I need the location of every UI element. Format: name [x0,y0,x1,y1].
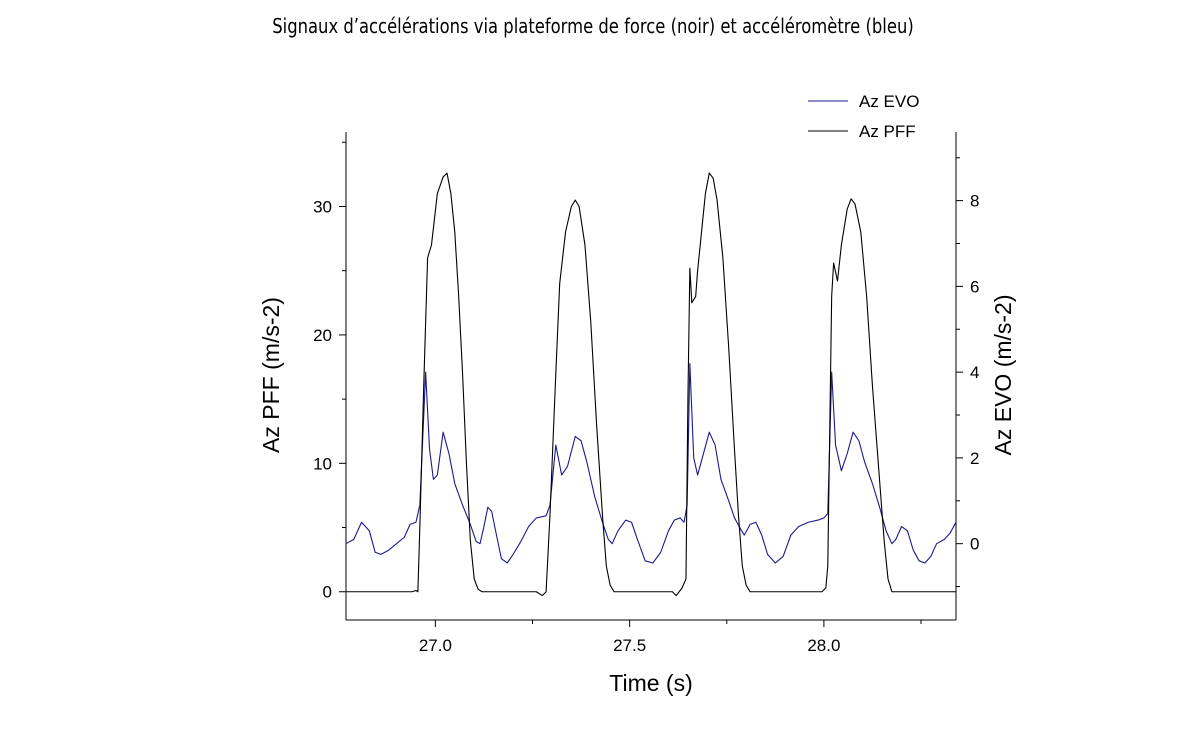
y-right-tick-label: 6 [970,277,979,296]
legend: Az EVO Az PFF [808,92,919,141]
y-left-tick-label: 20 [313,326,332,345]
x-axis-label: Time (s) [609,670,692,696]
y-axis-left-label: Az PFF (m/s-2) [258,297,284,453]
y-left-tick-label: 0 [323,583,332,602]
axes [345,132,957,621]
y-right-tick-label: 4 [970,363,979,382]
series-line-az-pff [346,172,956,597]
x-tick-label: 27.0 [419,636,452,655]
series-layer [345,172,957,597]
series-line-az-evo [345,363,957,564]
legend-label-az-pff: Az PFF [859,122,916,141]
y-axis-right-label: Az EVO (m/s-2) [990,294,1016,455]
ticks [339,141,963,627]
chart-title: Signaux d’accélérations via plateforme d… [272,14,914,38]
tick-labels: 27.0 27.5 28.0 0 10 20 30 0 2 4 6 8 [313,192,979,655]
x-tick-label: 28.0 [807,636,840,655]
y-left-tick-label: 10 [313,454,332,473]
y-right-tick-label: 0 [970,535,979,554]
y-left-tick-label: 30 [313,197,332,216]
x-tick-label: 27.5 [613,636,646,655]
y-right-tick-label: 8 [970,192,979,211]
legend-label-az-evo: Az EVO [859,92,919,111]
y-right-tick-label: 2 [970,449,979,468]
